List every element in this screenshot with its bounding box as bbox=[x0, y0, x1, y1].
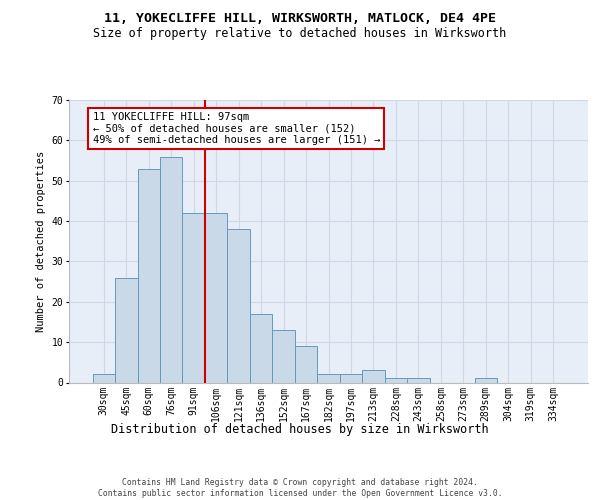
Text: 11, YOKECLIFFE HILL, WIRKSWORTH, MATLOCK, DE4 4PE: 11, YOKECLIFFE HILL, WIRKSWORTH, MATLOCK… bbox=[104, 12, 496, 26]
Bar bbox=[475, 378, 497, 382]
Bar bbox=[182, 213, 205, 382]
Bar bbox=[205, 213, 227, 382]
Bar bbox=[92, 374, 115, 382]
Bar bbox=[250, 314, 272, 382]
Bar bbox=[227, 229, 250, 382]
Y-axis label: Number of detached properties: Number of detached properties bbox=[36, 150, 46, 332]
Text: Contains HM Land Registry data © Crown copyright and database right 2024.
Contai: Contains HM Land Registry data © Crown c… bbox=[98, 478, 502, 498]
Text: Distribution of detached houses by size in Wirksworth: Distribution of detached houses by size … bbox=[111, 422, 489, 436]
Bar bbox=[272, 330, 295, 382]
Text: Size of property relative to detached houses in Wirksworth: Size of property relative to detached ho… bbox=[94, 28, 506, 40]
Bar bbox=[385, 378, 407, 382]
Bar bbox=[160, 156, 182, 382]
Bar bbox=[137, 168, 160, 382]
Bar bbox=[407, 378, 430, 382]
Bar bbox=[362, 370, 385, 382]
Bar bbox=[295, 346, 317, 383]
Bar bbox=[340, 374, 362, 382]
Bar bbox=[317, 374, 340, 382]
Bar bbox=[115, 278, 137, 382]
Text: 11 YOKECLIFFE HILL: 97sqm
← 50% of detached houses are smaller (152)
49% of semi: 11 YOKECLIFFE HILL: 97sqm ← 50% of detac… bbox=[92, 112, 380, 146]
